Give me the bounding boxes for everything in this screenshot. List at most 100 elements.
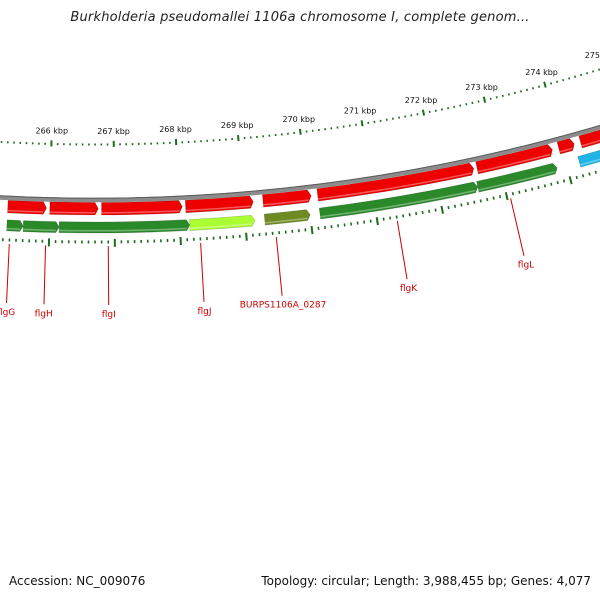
- tick-mark: [550, 182, 553, 186]
- tick-mark: [538, 85, 541, 88]
- map-title: Burkholderia pseudomallei 1106a chromoso…: [70, 10, 530, 25]
- tick-mark: [550, 82, 553, 85]
- accession-info: Accession: NC_009076: [9, 574, 146, 588]
- cds-feature[interactable]: [101, 200, 183, 216]
- tick-mark: [504, 192, 509, 201]
- tick-mark: [421, 109, 426, 116]
- tick-mark: [543, 184, 547, 188]
- tick-mark: [588, 172, 591, 176]
- scale-label: 272 kbp: [405, 96, 438, 105]
- genome-summary: Topology: circular; Length: 3,988,455 bp…: [261, 574, 591, 588]
- tick-mark: [453, 204, 457, 208]
- inner-tick-marks: [0, 68, 600, 147]
- cds-feature[interactable]: [49, 201, 99, 216]
- tick-mark: [486, 197, 489, 202]
- tick-mark: [415, 212, 418, 216]
- tick-mark: [530, 187, 534, 191]
- scale-label: 270 kbp: [282, 115, 315, 124]
- scale-label: 274 kbp: [525, 68, 558, 77]
- backbone: [0, 124, 600, 203]
- tick-mark: [434, 208, 437, 212]
- tick-mark: [298, 128, 302, 135]
- cds-feature[interactable]: [7, 200, 47, 215]
- gene-label[interactable]: flgJ: [197, 307, 211, 317]
- gene-label[interactable]: BURPS1106A_0287: [240, 301, 327, 311]
- scale-label: 269 kbp: [221, 121, 254, 130]
- tick-mark: [518, 190, 521, 194]
- gene-feature[interactable]: [263, 209, 311, 226]
- tick-mark: [447, 205, 450, 210]
- tick-mark: [473, 200, 476, 204]
- tick-mark: [581, 174, 585, 178]
- leader-line: [275, 236, 283, 296]
- scale-label: 266 kbp: [35, 127, 68, 136]
- gene-feature[interactable]: [58, 219, 191, 234]
- tick-mark: [466, 202, 469, 206]
- backbone-arc-outer: [0, 124, 600, 203]
- gene-track: [6, 139, 600, 234]
- scale-label: 267 kbp: [97, 127, 130, 136]
- gene-label[interactable]: flgG: [0, 308, 15, 318]
- gene-feature[interactable]: [189, 214, 256, 231]
- leader-line: [6, 243, 10, 303]
- backbone-arc-inner: [0, 124, 600, 199]
- scale-labels: 266 kbp 267 kbp 268 kbp 269 kbp 270 kbp 271 k…: [35, 51, 600, 136]
- tick-mark: [375, 217, 379, 226]
- tick-mark: [562, 179, 566, 183]
- cds-feature[interactable]: [578, 120, 600, 149]
- tick-mark: [460, 203, 463, 207]
- tick-mark: [575, 175, 578, 180]
- gene-feature[interactable]: [318, 181, 479, 220]
- scale-label: 268 kbp: [159, 125, 192, 134]
- gene-label[interactable]: flgI: [102, 310, 116, 320]
- tick-mark: [421, 210, 424, 215]
- tick-mark: [592, 70, 595, 73]
- leader-line: [396, 220, 408, 280]
- tick-mark: [440, 205, 444, 214]
- tick-mark: [562, 78, 565, 82]
- leader-line: [510, 198, 525, 256]
- cds-feature[interactable]: [556, 138, 575, 155]
- gene-annotations: flgG flgH flgI flgJ BURPS1106A_0287 flgK flgL: [0, 198, 534, 320]
- tick-mark: [556, 180, 559, 185]
- tick-mark: [580, 73, 583, 77]
- tick-mark: [574, 75, 577, 78]
- gene-label[interactable]: flgL: [518, 261, 534, 271]
- cds-track: [7, 120, 600, 216]
- tick-mark: [408, 213, 411, 217]
- tick-mark: [568, 77, 571, 80]
- tick-mark: [597, 68, 600, 71]
- tick-mark: [402, 214, 405, 218]
- tick-mark: [594, 170, 597, 174]
- gene-feature[interactable]: [6, 219, 24, 232]
- tick-mark: [492, 196, 495, 200]
- tick-mark: [428, 209, 431, 213]
- tick-mark: [586, 72, 589, 75]
- tick-mark: [360, 120, 364, 127]
- leader-line: [200, 242, 205, 302]
- tick-mark: [245, 232, 248, 241]
- cds-feature[interactable]: [262, 189, 312, 208]
- tick-mark: [556, 80, 559, 83]
- gene-feature[interactable]: [22, 220, 60, 233]
- outer-tick-marks: [2, 170, 597, 247]
- tick-mark: [479, 199, 482, 203]
- tick-mark: [532, 87, 535, 90]
- scale-label: 273 kbp: [465, 83, 498, 92]
- tick-mark: [537, 185, 540, 190]
- cds-feature[interactable]: [475, 144, 553, 175]
- tick-mark: [511, 192, 515, 196]
- tick-mark: [482, 96, 487, 103]
- cds-feature[interactable]: [184, 195, 254, 214]
- gene-feature[interactable]: [476, 162, 558, 193]
- cds-feature[interactable]: [316, 162, 475, 202]
- tick-mark: [543, 81, 547, 88]
- scale-label: 271 kbp: [344, 107, 377, 116]
- gene-feature[interactable]: [577, 139, 600, 168]
- tick-mark: [498, 195, 502, 199]
- tick-mark: [568, 176, 573, 185]
- gene-label[interactable]: flgH: [35, 309, 53, 319]
- tick-mark: [310, 226, 314, 235]
- gene-label[interactable]: flgK: [400, 284, 418, 294]
